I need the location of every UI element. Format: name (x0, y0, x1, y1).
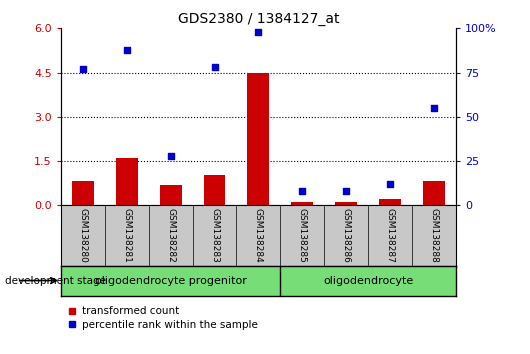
Text: GSM138280: GSM138280 (78, 208, 87, 263)
Text: GSM138286: GSM138286 (342, 208, 351, 263)
Text: GSM138288: GSM138288 (429, 208, 438, 263)
Text: development stage: development stage (5, 275, 107, 286)
Text: GSM138283: GSM138283 (210, 208, 219, 263)
Point (342, 188, 350, 194)
Bar (292, 202, 313, 205)
Bar (248, 73, 269, 205)
Bar (335, 202, 357, 205)
Point (298, 188, 306, 194)
Text: oligodendrocyte progenitor: oligodendrocyte progenitor (95, 275, 246, 286)
Text: GSM138281: GSM138281 (122, 208, 131, 263)
Point (78, 66, 87, 72)
Bar (160, 185, 182, 205)
Point (386, 181, 394, 187)
Bar (116, 158, 138, 205)
Text: GSM138287: GSM138287 (385, 208, 394, 263)
Text: GSM138284: GSM138284 (254, 208, 263, 263)
Bar (423, 181, 445, 205)
Bar (72, 181, 94, 205)
Text: oligodendrocyte: oligodendrocyte (323, 275, 413, 286)
Text: GSM138282: GSM138282 (166, 208, 175, 263)
Point (210, 64, 219, 70)
Text: GSM138285: GSM138285 (298, 208, 307, 263)
Bar (204, 175, 225, 205)
Bar (379, 199, 401, 205)
Point (254, 29, 263, 35)
Point (166, 153, 175, 159)
Legend: transformed count, percentile rank within the sample: transformed count, percentile rank withi… (66, 304, 260, 332)
Point (430, 105, 438, 111)
Title: GDS2380 / 1384127_at: GDS2380 / 1384127_at (178, 12, 339, 26)
Point (122, 47, 131, 52)
